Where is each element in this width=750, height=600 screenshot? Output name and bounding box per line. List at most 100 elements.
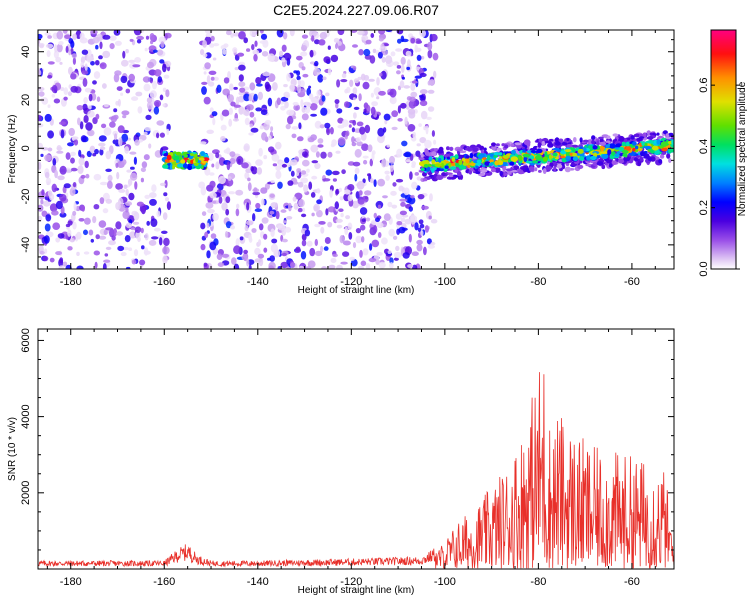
heatmap-cell — [209, 172, 215, 176]
heatmap-cell — [391, 126, 398, 131]
heatmap-cell — [163, 192, 168, 197]
heatmap-cell — [238, 81, 246, 87]
heatmap-cell — [136, 201, 144, 207]
heatmap-cell — [104, 253, 109, 257]
x-tick-label: -160 — [153, 276, 175, 288]
heatmap-cell — [62, 30, 68, 34]
heatmap-cell — [204, 231, 209, 238]
heatmap-cell — [353, 106, 360, 110]
heatmap-cell — [222, 49, 228, 55]
heatmap-cell — [246, 202, 250, 211]
heatmap-cell — [221, 253, 230, 258]
heatmap-cell — [337, 30, 345, 36]
heatmap-cell — [193, 153, 198, 158]
heatmap-cell — [325, 92, 330, 97]
heatmap-cell — [365, 263, 371, 269]
heatmap-cell — [421, 205, 429, 210]
heatmap-cell — [129, 151, 137, 155]
heatmap-cell — [76, 251, 80, 256]
chart-title: C2E5.2024.227.09.06.R07 — [273, 2, 439, 18]
heatmap-cell — [72, 221, 77, 230]
heatmap-cell — [408, 233, 412, 243]
heatmap-cell — [140, 167, 146, 173]
heatmap-cell — [345, 130, 350, 137]
heatmap-cell — [149, 90, 157, 99]
heatmap-cell — [280, 96, 289, 102]
heatmap-cell — [257, 253, 265, 259]
heatmap-cell — [298, 199, 305, 208]
heatmap-cell — [572, 144, 579, 148]
heatmap-cell — [589, 155, 597, 161]
heatmap-cell — [98, 220, 107, 228]
heatmap-cell — [237, 52, 245, 57]
heatmap-cell — [432, 167, 437, 171]
top-x-ticks: -180 -160 -140 -120 -100 -80 -60 — [46, 30, 656, 288]
heatmap-cell — [63, 183, 71, 189]
heatmap-cell — [85, 122, 93, 131]
heatmap-cell — [118, 137, 123, 147]
heatmap-cell — [378, 30, 386, 35]
heatmap-cell — [136, 39, 142, 44]
colorbar-tick-label: 0.4 — [698, 139, 710, 154]
heatmap-cell — [280, 261, 289, 269]
heatmap-cell — [260, 187, 268, 194]
heatmap-cell — [161, 230, 168, 234]
heatmap-cell — [316, 209, 323, 218]
heatmap-cell — [446, 156, 451, 160]
heatmap-cell — [140, 227, 144, 234]
heatmap-cell — [108, 240, 116, 246]
heatmap-cell — [352, 242, 357, 249]
heatmap-cell — [363, 108, 367, 113]
heatmap-cell — [244, 117, 250, 126]
heatmap-cell — [53, 98, 61, 104]
heatmap-cell — [433, 173, 438, 178]
heatmap-cell — [317, 74, 324, 83]
heatmap-cell — [77, 117, 81, 126]
heatmap-cell — [114, 133, 118, 141]
heatmap-cell — [67, 142, 74, 147]
x-tick-label: -80 — [530, 576, 546, 588]
y-tick-label: -20 — [20, 189, 32, 205]
heatmap-cell — [276, 97, 281, 106]
heatmap-cell — [280, 105, 286, 111]
heatmap-cell — [368, 257, 377, 263]
heatmap-cell — [579, 137, 583, 143]
heatmap-cell — [491, 142, 496, 147]
heatmap-cell — [606, 135, 611, 140]
heatmap-cell — [335, 150, 341, 154]
heatmap-cell — [54, 44, 58, 53]
heatmap-cell — [85, 173, 90, 179]
heatmap-cell — [395, 245, 400, 252]
heatmap-cell — [389, 98, 394, 103]
heatmap-cell — [400, 102, 407, 109]
heatmap-cell — [94, 261, 98, 269]
heatmap-cell — [93, 250, 101, 256]
heatmap-cell — [56, 30, 64, 40]
heatmap-cell — [268, 146, 275, 153]
heatmap-cell — [404, 116, 408, 125]
heatmap-cell — [659, 154, 665, 159]
heatmap-cell — [409, 171, 413, 180]
heatmap-cell — [156, 132, 160, 139]
heatmap-cell — [83, 229, 88, 236]
heatmap-cell — [397, 118, 403, 122]
heatmap-cell — [235, 189, 244, 196]
heatmap-cell — [111, 235, 116, 241]
heatmap-cell — [252, 213, 256, 222]
heatmap-cell — [162, 164, 169, 169]
heatmap-cell — [143, 154, 150, 161]
heatmap-cell — [380, 70, 387, 80]
heatmap-cell — [88, 229, 94, 236]
heatmap-cell — [254, 40, 258, 47]
heatmap-cell — [126, 169, 132, 173]
heatmap-cell — [146, 220, 150, 226]
heatmap-cell — [355, 228, 361, 234]
heatmap-cell — [472, 147, 479, 152]
heatmap-cell — [560, 150, 567, 155]
heatmap-cell — [348, 124, 352, 128]
heatmap-cell — [396, 221, 403, 226]
heatmap-cell — [310, 192, 316, 198]
heatmap-cell — [499, 155, 503, 159]
heatmap-cell — [204, 62, 211, 70]
